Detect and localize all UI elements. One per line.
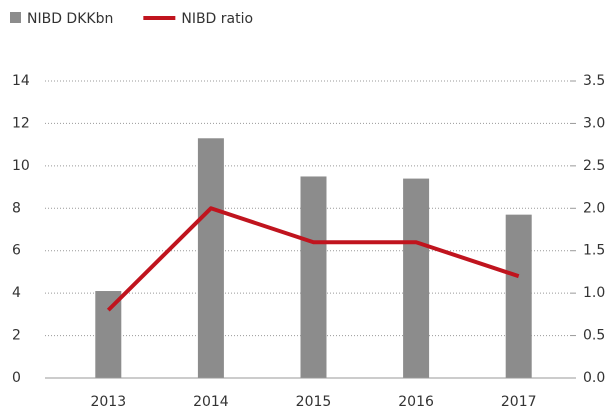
y-tick-label: 14 <box>12 73 30 89</box>
bar <box>95 291 122 378</box>
x-tick-label: 2015 <box>296 394 332 409</box>
y2-tick-label: 2.0 <box>583 200 605 216</box>
bar <box>300 176 327 378</box>
y-tick-label: 4 <box>12 285 21 301</box>
y-tick-label: 10 <box>12 158 30 174</box>
y2-tick-label: 0.0 <box>583 370 605 386</box>
bar <box>403 178 430 378</box>
legend-label: NIBD DKKbn <box>27 11 113 27</box>
y-tick-label: 6 <box>12 243 21 259</box>
x-tick-label: 2014 <box>193 394 229 409</box>
line <box>106 206 520 312</box>
y2-tick-label: 2.5 <box>583 158 605 174</box>
y-tick-label: 0 <box>12 370 21 386</box>
bar <box>197 138 224 378</box>
bar <box>505 214 532 378</box>
y2-tick-label: 3.0 <box>583 115 605 131</box>
legend-label: NIBD ratio <box>181 11 253 27</box>
y2-tick-label: 1.0 <box>583 285 605 301</box>
y2-tick-label: 0.5 <box>583 328 605 344</box>
y-tick-label: 12 <box>12 115 30 131</box>
y2-tick-label: 3.5 <box>583 73 605 89</box>
x-tick-label: 2016 <box>398 394 434 409</box>
legend-swatch <box>10 12 21 23</box>
x-tick-label: 2013 <box>90 394 126 409</box>
y-tick-label: 8 <box>12 200 21 216</box>
x-tick-label: 2017 <box>501 394 537 409</box>
y-tick-label: 2 <box>12 328 21 344</box>
y2-tick-label: 1.5 <box>583 243 605 259</box>
